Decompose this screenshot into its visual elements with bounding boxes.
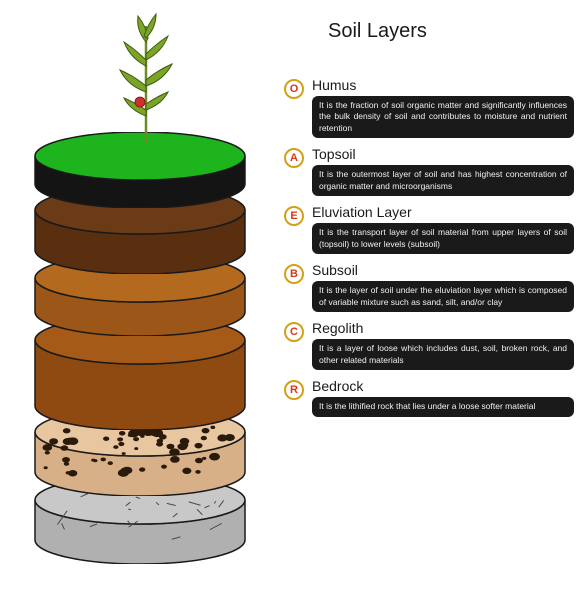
layer-name: Subsoil <box>312 262 574 278</box>
layer-letter: B <box>290 268 298 280</box>
layer-text-block: Topsoil It is the outermost layer of soi… <box>312 146 574 196</box>
diagram-panel <box>0 0 280 600</box>
layer-entry-c: C Regolith It is a layer of loose which … <box>284 320 574 370</box>
layer-entry-e: E Eluviation Layer It is the transport l… <box>284 204 574 254</box>
text-panel: Soil Layers O Humus It is the fraction o… <box>280 0 588 600</box>
layer-letter: C <box>290 326 298 338</box>
layer-desc: It is the outermost layer of soil and ha… <box>312 165 574 196</box>
layer-badge-o: O <box>284 79 304 99</box>
layer-letter: A <box>290 152 298 164</box>
layer-badge-c: C <box>284 322 304 342</box>
layer-name: Humus <box>312 77 574 93</box>
layer-badge-r: R <box>284 380 304 400</box>
layer-badge-b: B <box>284 264 304 284</box>
layer-name: Bedrock <box>312 378 574 394</box>
layer-name: Topsoil <box>312 146 574 162</box>
layer-text-block: Humus It is the fraction of soil organic… <box>312 77 574 138</box>
layer-desc: It is the layer of soil under the eluvia… <box>312 281 574 312</box>
layer-desc: It is the transport layer of soil materi… <box>312 223 574 254</box>
layer-text-block: Subsoil It is the layer of soil under th… <box>312 262 574 312</box>
layer-name: Eluviation Layer <box>312 204 574 220</box>
infographic-root: Soil Layers O Humus It is the fraction o… <box>0 0 588 600</box>
layer-letter: E <box>290 210 297 222</box>
layer-badge-a: A <box>284 148 304 168</box>
layer-badge-e: E <box>284 206 304 226</box>
page-title: Soil Layers <box>328 20 574 43</box>
layer-text-block: Eluviation Layer It is the transport lay… <box>312 204 574 254</box>
layer-entry-o: O Humus It is the fraction of soil organ… <box>284 77 574 138</box>
layer-text-block: Regolith It is a layer of loose which in… <box>312 320 574 370</box>
plant-icon <box>116 6 176 146</box>
layer-text-block: Bedrock It is the lithified rock that li… <box>312 378 574 416</box>
layer-letter: R <box>290 384 298 396</box>
layer-letter: O <box>290 83 299 95</box>
layer-entry-b: B Subsoil It is the layer of soil under … <box>284 262 574 312</box>
layer-name: Regolith <box>312 320 574 336</box>
layer-desc: It is the lithified rock that lies under… <box>312 397 574 416</box>
layer-entry-a: A Topsoil It is the outermost layer of s… <box>284 146 574 196</box>
layer-desc: It is the fraction of soil organic matte… <box>312 96 574 138</box>
layer-entry-r: R Bedrock It is the lithified rock that … <box>284 378 574 416</box>
layer-desc: It is a layer of loose which includes du… <box>312 339 574 370</box>
